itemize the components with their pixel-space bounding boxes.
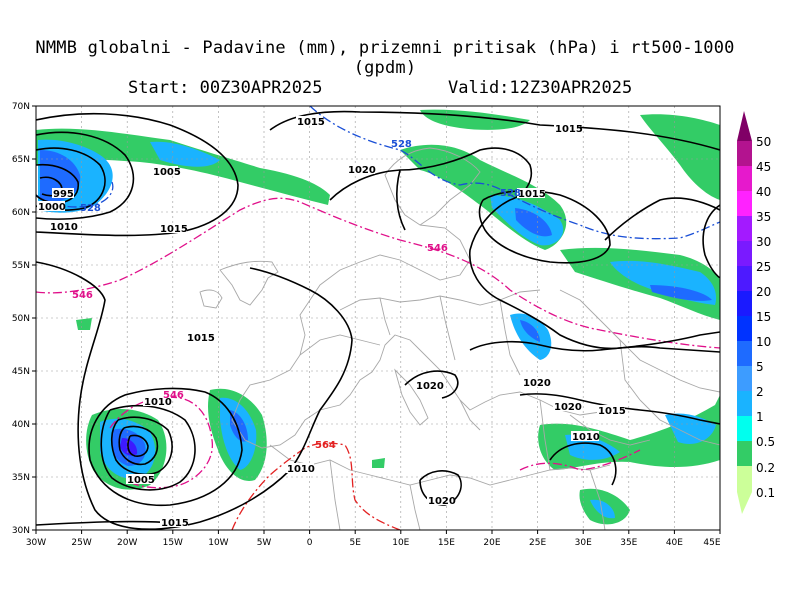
lon-label: 25W — [71, 538, 91, 548]
legend-swatch — [737, 266, 752, 291]
legend-level: 20 — [756, 285, 771, 299]
lat-label: 70N — [12, 102, 30, 112]
lat-label: 40N — [12, 420, 30, 430]
legend-level: 0.2 — [756, 461, 775, 475]
lat-label: 45N — [12, 367, 30, 377]
isobar-label: 1005 — [127, 475, 155, 486]
legend-swatch — [737, 191, 752, 216]
legend-level: 5 — [756, 360, 764, 374]
isobar-label: 1020 — [428, 496, 456, 507]
legend-swatch — [737, 291, 752, 316]
lon-label: 30W — [26, 538, 46, 548]
lon-label: 5W — [257, 538, 272, 548]
legend-swatch — [737, 366, 752, 391]
lat-label: 35N — [12, 473, 30, 483]
isobar-label: 1000 — [38, 202, 66, 213]
thickness-label-546: 546 — [163, 390, 184, 401]
legend-level: 35 — [756, 210, 771, 224]
legend-level: 40 — [756, 185, 771, 199]
legend-swatch — [737, 241, 752, 266]
lat-label: 65N — [12, 155, 30, 165]
lon-label: 35E — [620, 538, 637, 548]
legend-swatch — [737, 216, 752, 241]
isobar-label: 1020 — [348, 165, 376, 176]
lon-label: 10E — [392, 538, 409, 548]
precipitation-legend: 0.1 0.2 0.5 1 2 5 10 15 20 25 30 35 40 4… — [737, 111, 775, 514]
legend-level: 15 — [756, 310, 771, 324]
isobar-label: 1015 — [555, 124, 583, 135]
thickness-contour-546 — [36, 197, 720, 349]
legend-level: 0.1 — [756, 486, 775, 500]
isobar-label: 1005 — [153, 167, 181, 178]
precipitation-areas — [36, 109, 720, 525]
legend-swatch — [737, 141, 752, 166]
isobar-label: 1020 — [523, 378, 551, 389]
isobar-label: 1015 — [518, 189, 546, 200]
thickness-contour-564 — [231, 442, 401, 530]
lon-label: 20W — [117, 538, 137, 548]
isobar-label: 1010 — [50, 222, 78, 233]
lon-label: 20E — [483, 538, 500, 548]
thickness-contour-528-west — [36, 181, 114, 208]
map-title: NMMB globalni - Padavine (mm), prizemni … — [35, 38, 735, 78]
valid-time-label: Valid:12Z30APR2025 — [448, 78, 633, 98]
legend-level: 30 — [756, 235, 771, 249]
legend-cap-top — [737, 111, 752, 141]
isobar-label: 1010 — [144, 397, 172, 408]
lon-label: 25E — [529, 538, 546, 548]
lat-lon-grid — [36, 106, 720, 530]
lon-label: 15E — [438, 538, 455, 548]
isobar-label: 1020 — [416, 381, 444, 392]
isobars — [36, 110, 720, 530]
isobar-label: 1015 — [160, 224, 188, 235]
isobar-label: 1010 — [572, 432, 600, 443]
thickness-label-564: 564 — [315, 440, 336, 451]
legend-level: 2 — [756, 385, 764, 399]
isobar-label: 995 — [53, 189, 74, 200]
isobar-label: 1015 — [598, 406, 626, 417]
lon-label: 0 — [307, 538, 313, 548]
lon-label: 40E — [666, 538, 683, 548]
legend-swatch — [737, 316, 752, 341]
lat-label: 30N — [12, 526, 30, 536]
lon-label: 45E — [703, 538, 720, 548]
thickness-contour-528 — [309, 106, 720, 240]
isobar-label: 1015 — [161, 518, 189, 529]
legend-swatch — [737, 466, 752, 492]
thickness-label-546: 546 — [72, 290, 93, 301]
legend-level: 45 — [756, 160, 771, 174]
isobar-label: 1020 — [554, 402, 582, 413]
lat-label: 60N — [12, 208, 30, 218]
legend-cap-bottom — [737, 492, 752, 514]
legend-swatch — [737, 391, 752, 416]
legend-swatch — [737, 166, 752, 191]
legend-swatch — [737, 416, 752, 441]
thickness-label-528: 528 — [391, 139, 412, 150]
lat-label: 50N — [12, 314, 30, 324]
lon-label: 5E — [349, 538, 361, 548]
legend-level: 10 — [756, 335, 771, 349]
legend-swatch — [737, 441, 752, 466]
start-time-label: Start: 00Z30APR2025 — [128, 78, 323, 98]
legend-level: 50 — [756, 135, 771, 149]
legend-level: 0.5 — [756, 435, 775, 449]
thickness-label-528: 528 — [500, 188, 521, 199]
lon-label: 30E — [575, 538, 592, 548]
legend-swatch — [737, 341, 752, 366]
thickness-label-528: 528 — [80, 203, 101, 214]
country-borders — [199, 147, 720, 530]
lon-label: 15W — [163, 538, 183, 548]
thickness-contour-546-east — [519, 449, 641, 471]
axis-ticks — [32, 105, 721, 534]
isobar-label: 1010 — [287, 464, 315, 475]
thickness-label-546: 546 — [427, 243, 448, 254]
isobar-label: 1015 — [297, 117, 325, 128]
lon-label: 10W — [208, 538, 228, 548]
legend-level: 25 — [756, 260, 771, 274]
legend-level: 1 — [756, 410, 764, 424]
isobar-label: 1015 — [187, 333, 215, 344]
lat-label: 55N — [12, 261, 30, 271]
